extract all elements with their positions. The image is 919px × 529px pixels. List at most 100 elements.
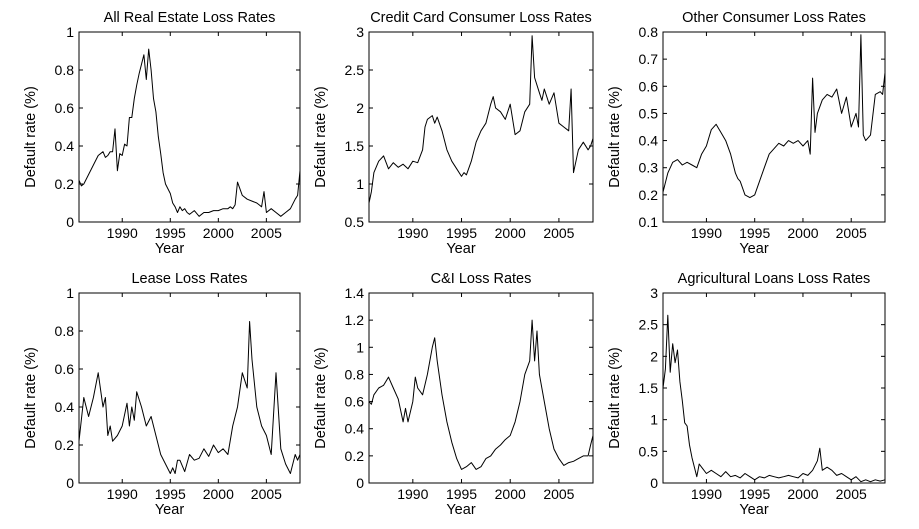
chart-title: Lease Loss Rates — [131, 271, 247, 287]
x-axis-label: Year — [446, 241, 475, 257]
series-line — [78, 48, 301, 217]
series-line — [662, 34, 886, 199]
y-tick-label: 0.8 — [639, 24, 659, 40]
x-tick-label: 2005 — [251, 486, 282, 502]
x-axis-label: Year — [739, 241, 768, 257]
panel-lease: Lease Loss Rates 0 0.2 0.4 0.6 0.8 1 1990 1995 20… — [23, 271, 301, 518]
x-tick-label: 2005 — [836, 225, 867, 241]
y-tick-label: 0.5 — [639, 105, 659, 121]
x-tick-label: 2005 — [543, 225, 574, 241]
y-tick-label: 3 — [356, 24, 364, 40]
y-tick-label: 0.2 — [345, 448, 365, 464]
y-tick-label: 0.2 — [55, 437, 75, 453]
x-tick-label: 1990 — [107, 486, 138, 502]
chart-title: All Real Estate Loss Rates — [104, 10, 276, 26]
y-tick-label: 0.4 — [639, 133, 659, 149]
x-tick-label: 2000 — [495, 486, 526, 502]
plot-frame — [662, 292, 886, 484]
y-axis-label: Default rate (%) — [23, 347, 39, 449]
panel-other-consumer: Other Consumer Loss Rates 0.1 0.2 0.3 0.4 0.5… — [607, 10, 886, 257]
x-tick-label: 2005 — [836, 486, 867, 502]
y-tick-label: 0.2 — [639, 187, 659, 203]
plot-frame — [368, 31, 594, 223]
y-tick-label: 1 — [66, 285, 74, 301]
x-tick-label: 2000 — [203, 225, 234, 241]
x-tick-label: 1990 — [397, 486, 428, 502]
x-tick-label: 1995 — [739, 225, 770, 241]
x-tick-label: 1995 — [446, 486, 477, 502]
y-tick-label: 1.5 — [639, 380, 659, 396]
x-tick-label: 1990 — [107, 225, 138, 241]
x-axis-label: Year — [155, 502, 184, 518]
chart-title: Credit Card Consumer Loss Rates — [370, 10, 592, 26]
y-tick-label: 1 — [356, 339, 364, 355]
plot-frame — [78, 292, 301, 484]
y-tick-label: 0.8 — [55, 323, 75, 339]
x-axis-label: Year — [446, 502, 475, 518]
y-tick-label: 2.5 — [345, 62, 365, 78]
y-tick-label: 1 — [650, 412, 658, 428]
plot-frame — [78, 31, 301, 223]
y-tick-label: 0.5 — [345, 214, 365, 230]
chart-title: Agricultural Loans Loss Rates — [678, 271, 871, 287]
y-tick-label: 1.2 — [345, 312, 365, 328]
y-axis-label: Default rate (%) — [23, 86, 39, 188]
y-tick-label: 0.6 — [55, 100, 75, 116]
panel-c-and-i: C&I Loss Rates 0 0.2 0.4 0.6 0.8 1 1.2 1.4 1990 19… — [313, 271, 594, 518]
x-tick-label: 1995 — [446, 225, 477, 241]
y-tick-label: 0.2 — [55, 176, 75, 192]
x-tick-label: 2005 — [251, 225, 282, 241]
x-tick-label: 2000 — [203, 486, 234, 502]
series-line — [368, 35, 594, 204]
y-tick-label: 1 — [356, 176, 364, 192]
y-tick-label: 1 — [66, 24, 74, 40]
y-tick-label: 0 — [356, 475, 364, 491]
chart-title: Other Consumer Loss Rates — [682, 10, 866, 26]
y-tick-label: 3 — [650, 285, 658, 301]
x-axis-label: Year — [739, 502, 768, 518]
y-axis-label: Default rate (%) — [607, 347, 623, 449]
y-tick-label: 0.6 — [55, 361, 75, 377]
x-tick-label: 2005 — [543, 486, 574, 502]
y-tick-label: 0.6 — [345, 394, 365, 410]
y-tick-label: 0 — [66, 475, 74, 491]
series-line — [368, 319, 594, 470]
x-tick-label: 2000 — [495, 225, 526, 241]
series-line — [78, 321, 301, 474]
x-tick-label: 1990 — [691, 225, 722, 241]
chart-title: C&I Loss Rates — [431, 271, 532, 287]
y-axis-label: Default rate (%) — [313, 347, 329, 449]
x-tick-label: 1995 — [739, 486, 770, 502]
y-tick-label: 0.6 — [639, 78, 659, 94]
y-tick-label: 0.8 — [55, 62, 75, 78]
y-tick-label: 0.3 — [639, 160, 659, 176]
x-tick-label: 2000 — [787, 486, 818, 502]
y-tick-label: 2.5 — [639, 317, 659, 333]
panel-credit-card-consumer: Credit Card Consumer Loss Rates 0.5 1 1.5 2 2… — [313, 10, 594, 257]
x-axis-label: Year — [155, 241, 184, 257]
plot-frame — [662, 31, 886, 223]
x-tick-label: 1995 — [155, 225, 186, 241]
plot-frame — [368, 292, 594, 484]
panel-all-real-estate: All Real Estate Loss Rates 0 0.2 0.4 0.6 0.8 1… — [23, 10, 301, 257]
series-line — [662, 314, 886, 483]
y-axis-label: Default rate (%) — [607, 86, 623, 188]
panel-agricultural-loans: Agricultural Loans Loss Rates 0 0.5 1 1.5 2 2.… — [607, 271, 886, 518]
y-tick-label: 0.1 — [639, 214, 659, 230]
x-tick-label: 2000 — [787, 225, 818, 241]
y-tick-label: 0.4 — [55, 399, 75, 415]
y-axis-label: Default rate (%) — [313, 86, 329, 188]
y-tick-label: 0.4 — [55, 138, 75, 154]
y-tick-label: 1.4 — [345, 285, 365, 301]
y-tick-label: 0 — [650, 475, 658, 491]
y-tick-label: 0 — [66, 214, 74, 230]
y-tick-label: 2 — [356, 100, 364, 116]
y-tick-label: 1.5 — [345, 138, 365, 154]
x-tick-label: 1990 — [397, 225, 428, 241]
x-tick-label: 1995 — [155, 486, 186, 502]
y-tick-label: 0.7 — [639, 51, 659, 67]
y-tick-label: 0.8 — [345, 366, 365, 382]
x-tick-label: 1990 — [691, 486, 722, 502]
y-tick-label: 2 — [650, 348, 658, 364]
